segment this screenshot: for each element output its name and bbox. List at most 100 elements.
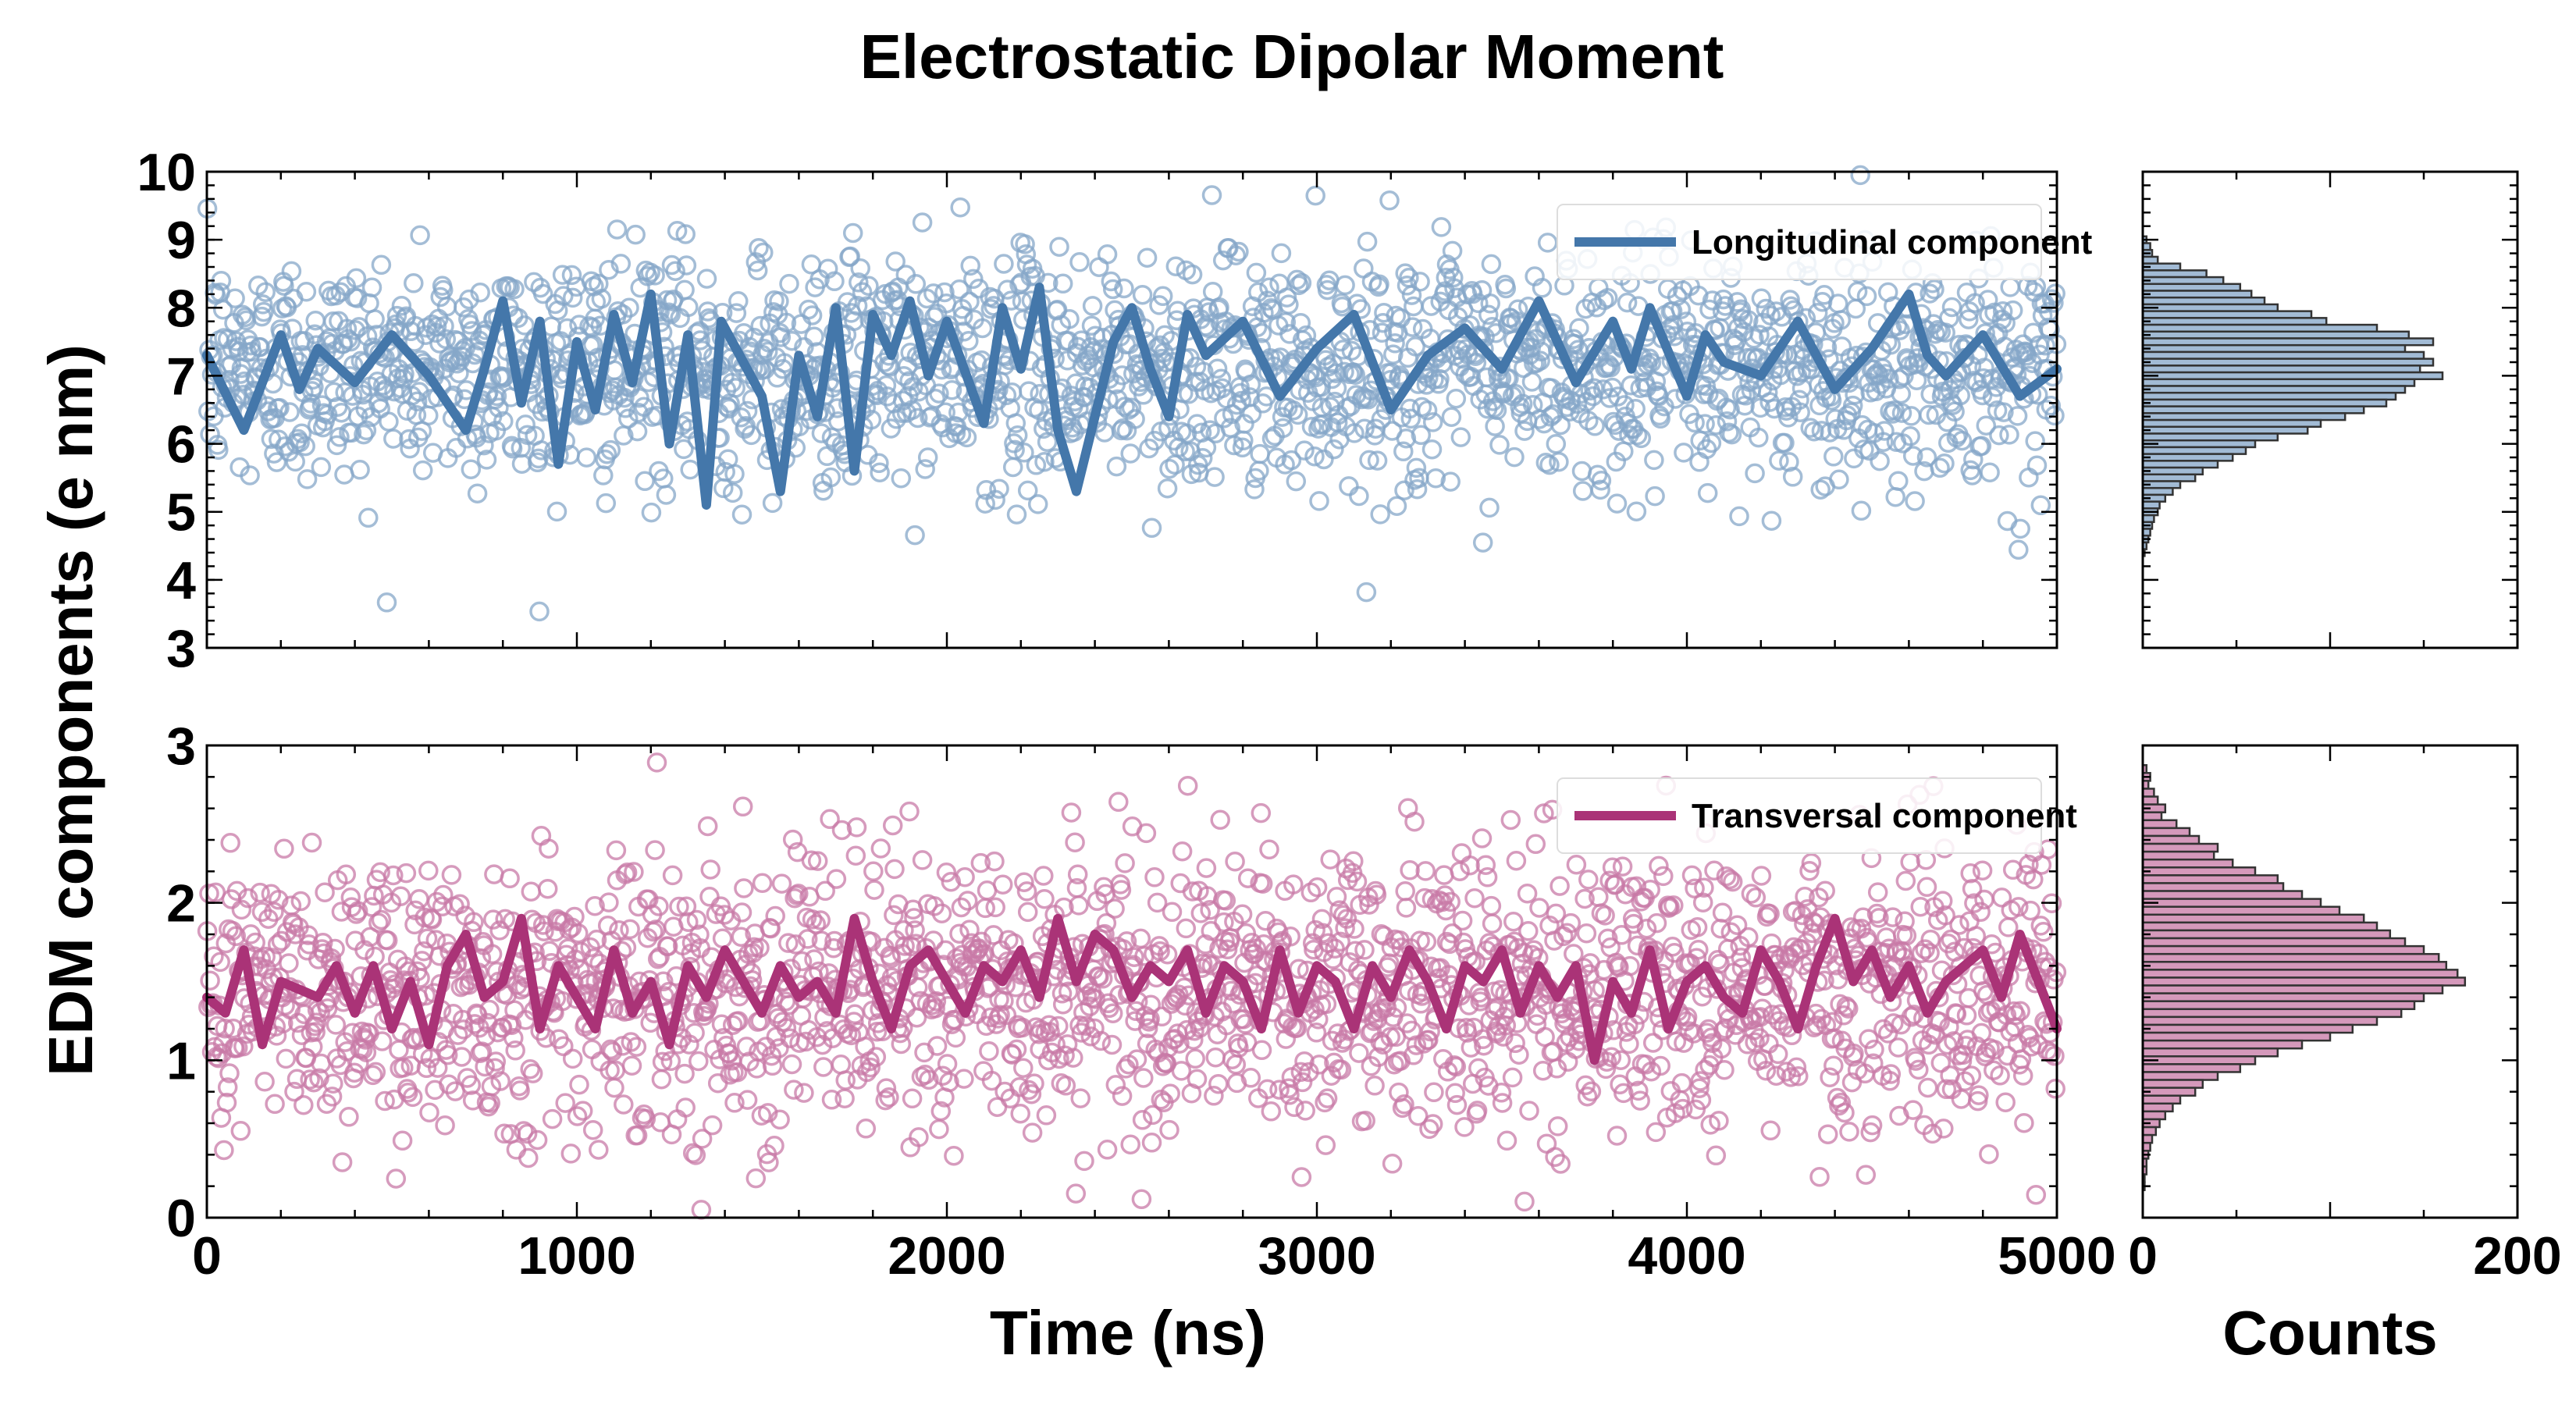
scatter-point — [626, 1037, 647, 1057]
scatter-point — [1479, 933, 1500, 953]
histogram-bar — [2141, 874, 2279, 884]
scatter-point — [667, 1109, 688, 1129]
scatter-point — [1694, 877, 1714, 898]
scatter-point — [652, 1051, 673, 1072]
scatter-point — [845, 845, 866, 866]
scatter-point — [1132, 284, 1153, 305]
scatter-point — [379, 411, 399, 432]
scatter-point — [606, 840, 627, 861]
scatter-point — [1460, 855, 1480, 876]
scatter-point — [1085, 989, 1105, 1009]
scatter-point — [936, 863, 957, 883]
scatter-point — [647, 948, 668, 969]
scatter-point — [1831, 1092, 1852, 1113]
scatter-point — [1922, 1123, 1943, 1144]
scatter-point — [410, 225, 430, 246]
scatter-point — [1261, 1101, 1282, 1122]
scatter-point — [567, 1106, 588, 1126]
scatter-point — [553, 1036, 574, 1057]
scatter-point — [824, 930, 845, 951]
legend: Longitudinal component — [1557, 204, 2093, 280]
scatter-point — [660, 304, 681, 325]
scatter-point — [461, 1075, 482, 1095]
scatter-point — [2045, 283, 2065, 304]
scatter-point — [1859, 1029, 1879, 1049]
scatter-point — [427, 1058, 448, 1078]
histogram-bar — [2141, 323, 2379, 333]
scatter-point — [252, 294, 273, 315]
scatter-point — [1162, 902, 1183, 923]
scatter-point — [2023, 869, 2044, 890]
scatter-point — [1241, 932, 1262, 953]
scatter-point — [1667, 286, 1688, 307]
scatter-point — [350, 460, 370, 480]
scatter-point — [1111, 420, 1132, 441]
scatter-point — [1924, 279, 1944, 300]
scatter-point — [657, 936, 678, 957]
scatter-point — [1137, 1018, 1158, 1039]
scatter-point — [885, 251, 906, 272]
scatter-point — [483, 909, 503, 930]
scatter-point — [1605, 874, 1625, 895]
scatter-point — [1519, 1101, 1539, 1121]
scatter-point — [1182, 264, 1203, 285]
scatter-point — [1315, 1135, 1336, 1155]
histogram-bar — [2141, 290, 2253, 299]
scatter-point — [527, 1129, 548, 1151]
scatter-point — [1048, 1016, 1069, 1037]
scatter-point — [1291, 1167, 1312, 1187]
scatter-point — [1781, 1067, 1802, 1087]
scatter-point — [332, 1152, 353, 1172]
scatter-point — [1416, 931, 1437, 952]
scatter-point — [1502, 1067, 1523, 1088]
scatter-point — [835, 1070, 856, 1090]
scatter-point — [572, 1101, 593, 1121]
scatter-point — [1610, 1050, 1631, 1070]
scatter-point — [599, 892, 619, 912]
scatter-point — [1421, 889, 1443, 909]
scatter-point — [593, 465, 614, 486]
scatter-point — [905, 920, 925, 941]
scatter-point — [1364, 425, 1385, 446]
scatter-point — [306, 1012, 327, 1033]
scatter-point — [1295, 1101, 1315, 1121]
scatter-point — [435, 1115, 455, 1136]
scatter-point — [347, 288, 368, 308]
scatter-point — [217, 1077, 238, 1097]
scatter-point — [315, 882, 335, 902]
scatter-point — [2044, 1046, 2065, 1066]
histogram-bar — [2141, 921, 2379, 932]
scatter-point — [699, 887, 720, 907]
scatter-point — [846, 817, 867, 838]
histogram-bar — [2141, 788, 2155, 798]
scatter-point — [1503, 911, 1524, 932]
scatter-point — [1102, 1003, 1123, 1023]
scatter-point — [1577, 1086, 1598, 1107]
scatter-point — [1241, 404, 1262, 424]
scatter-point — [1850, 165, 1870, 186]
scatter-point — [1425, 468, 1446, 489]
scatter-point — [1749, 325, 1770, 345]
scatter-point — [1701, 432, 1722, 454]
scatter-point — [336, 864, 357, 885]
scatter-point — [1687, 917, 1708, 937]
scatter-point — [1945, 373, 1966, 393]
scatter-point — [1157, 944, 1178, 965]
scatter-point — [1390, 1051, 1411, 1071]
scatter-point — [1170, 873, 1190, 894]
scatter-point — [418, 860, 439, 881]
scatter-point — [1859, 973, 1880, 994]
scatter-point — [1670, 299, 1692, 320]
scatter-point — [1108, 791, 1129, 813]
scatter-point — [240, 465, 260, 486]
histogram-bar — [2141, 1000, 2416, 1011]
scatter-point — [1874, 421, 1895, 441]
scatter-point — [1096, 912, 1117, 934]
scatter-point — [1296, 325, 1317, 346]
scatter-point — [322, 1087, 343, 1107]
scatter-point — [1144, 867, 1165, 887]
scatter-point — [1649, 855, 1669, 877]
scatter-point — [1575, 1075, 1596, 1096]
scatter-point — [753, 242, 774, 263]
scatter-point — [208, 439, 229, 461]
